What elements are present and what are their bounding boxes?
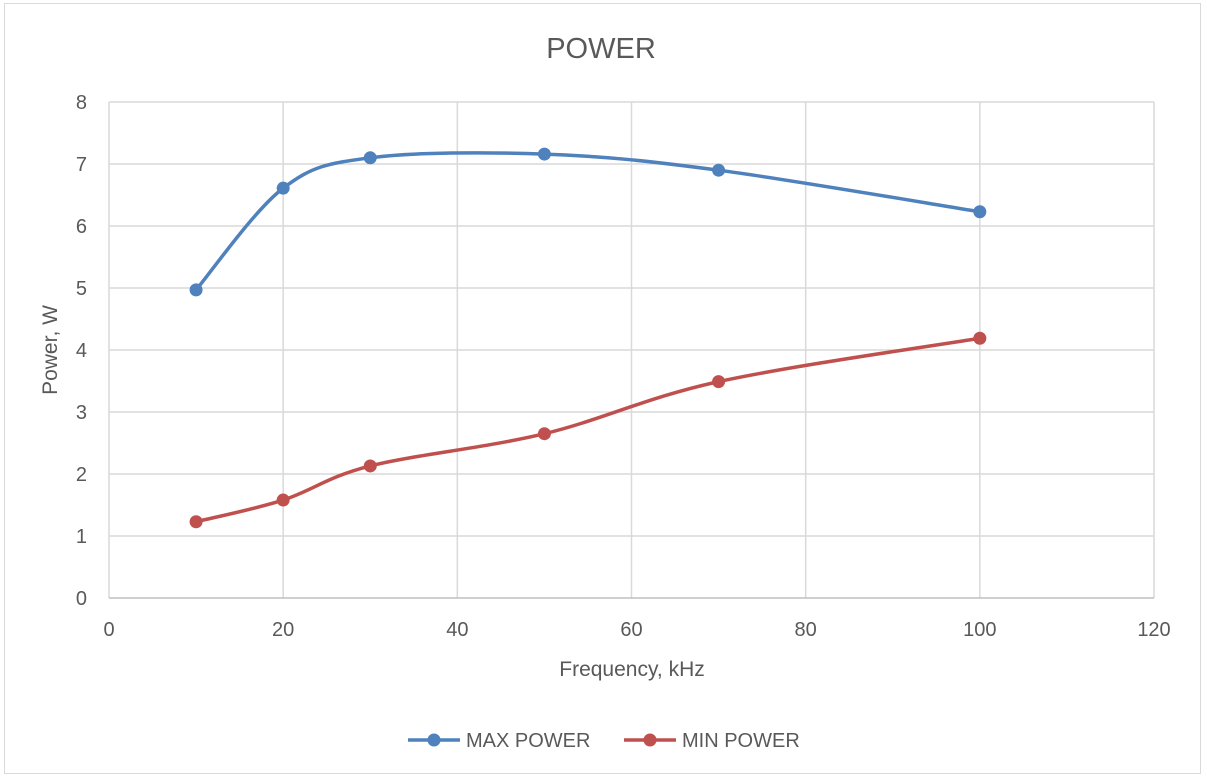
- x-tick-label: 80: [795, 619, 817, 641]
- y-tick-label: 2: [76, 464, 87, 486]
- legend-label-min-power: MIN POWER: [682, 730, 800, 752]
- y-tick-label: 8: [76, 92, 87, 114]
- data-point-max-power: [973, 205, 987, 219]
- legend-item-min-power: MIN POWER: [624, 730, 800, 752]
- x-tick-label: 120: [1137, 619, 1170, 641]
- data-point-min-power: [712, 375, 726, 389]
- legend-label-max-power: MAX POWER: [466, 730, 590, 752]
- chart-frame: [4, 3, 1201, 774]
- y-axis-title: Power, W: [39, 305, 62, 395]
- series-lines: [189, 147, 987, 529]
- x-axis-title: Frequency, kHz: [559, 658, 705, 681]
- x-tick-label: 40: [446, 619, 468, 641]
- x-tick-label: 0: [103, 619, 114, 641]
- x-tick-label: 60: [620, 619, 642, 641]
- y-tick-label: 0: [76, 588, 87, 610]
- y-tick-label: 1: [76, 526, 87, 548]
- series-min-power: [189, 331, 987, 529]
- legend: MAX POWER MIN POWER: [408, 730, 800, 752]
- data-point-max-power: [276, 181, 290, 195]
- data-point-max-power: [189, 283, 203, 297]
- series-line-max-power: [194, 151, 982, 292]
- data-point-max-power: [712, 163, 726, 177]
- y-tick-label: 7: [76, 154, 87, 176]
- y-tick-labels: 0 1 2 3 4 5 6 7 8: [76, 92, 87, 610]
- gridlines: [108, 101, 1155, 598]
- series-line-min-power: [194, 336, 982, 524]
- x-tick-label: 20: [272, 619, 294, 641]
- y-tick-label: 6: [76, 216, 87, 238]
- y-tick-label: 5: [76, 278, 87, 300]
- chart-title: POWER: [546, 33, 656, 65]
- data-point-min-power: [363, 459, 377, 473]
- legend-marker-max-power: [427, 733, 441, 747]
- data-point-min-power: [537, 427, 551, 441]
- data-point-min-power: [973, 331, 987, 345]
- data-point-max-power: [363, 151, 377, 165]
- y-tick-label: 4: [76, 340, 87, 362]
- y-tick-label: 3: [76, 402, 87, 424]
- data-point-min-power: [189, 515, 203, 529]
- x-tick-label: 100: [963, 619, 996, 641]
- data-point-max-power: [537, 147, 551, 161]
- legend-item-max-power: MAX POWER: [408, 730, 590, 752]
- legend-marker-min-power: [643, 733, 657, 747]
- data-point-min-power: [276, 493, 290, 507]
- series-max-power: [189, 147, 987, 297]
- x-tick-labels: 0 20 40 60 80 100 120: [103, 619, 1170, 641]
